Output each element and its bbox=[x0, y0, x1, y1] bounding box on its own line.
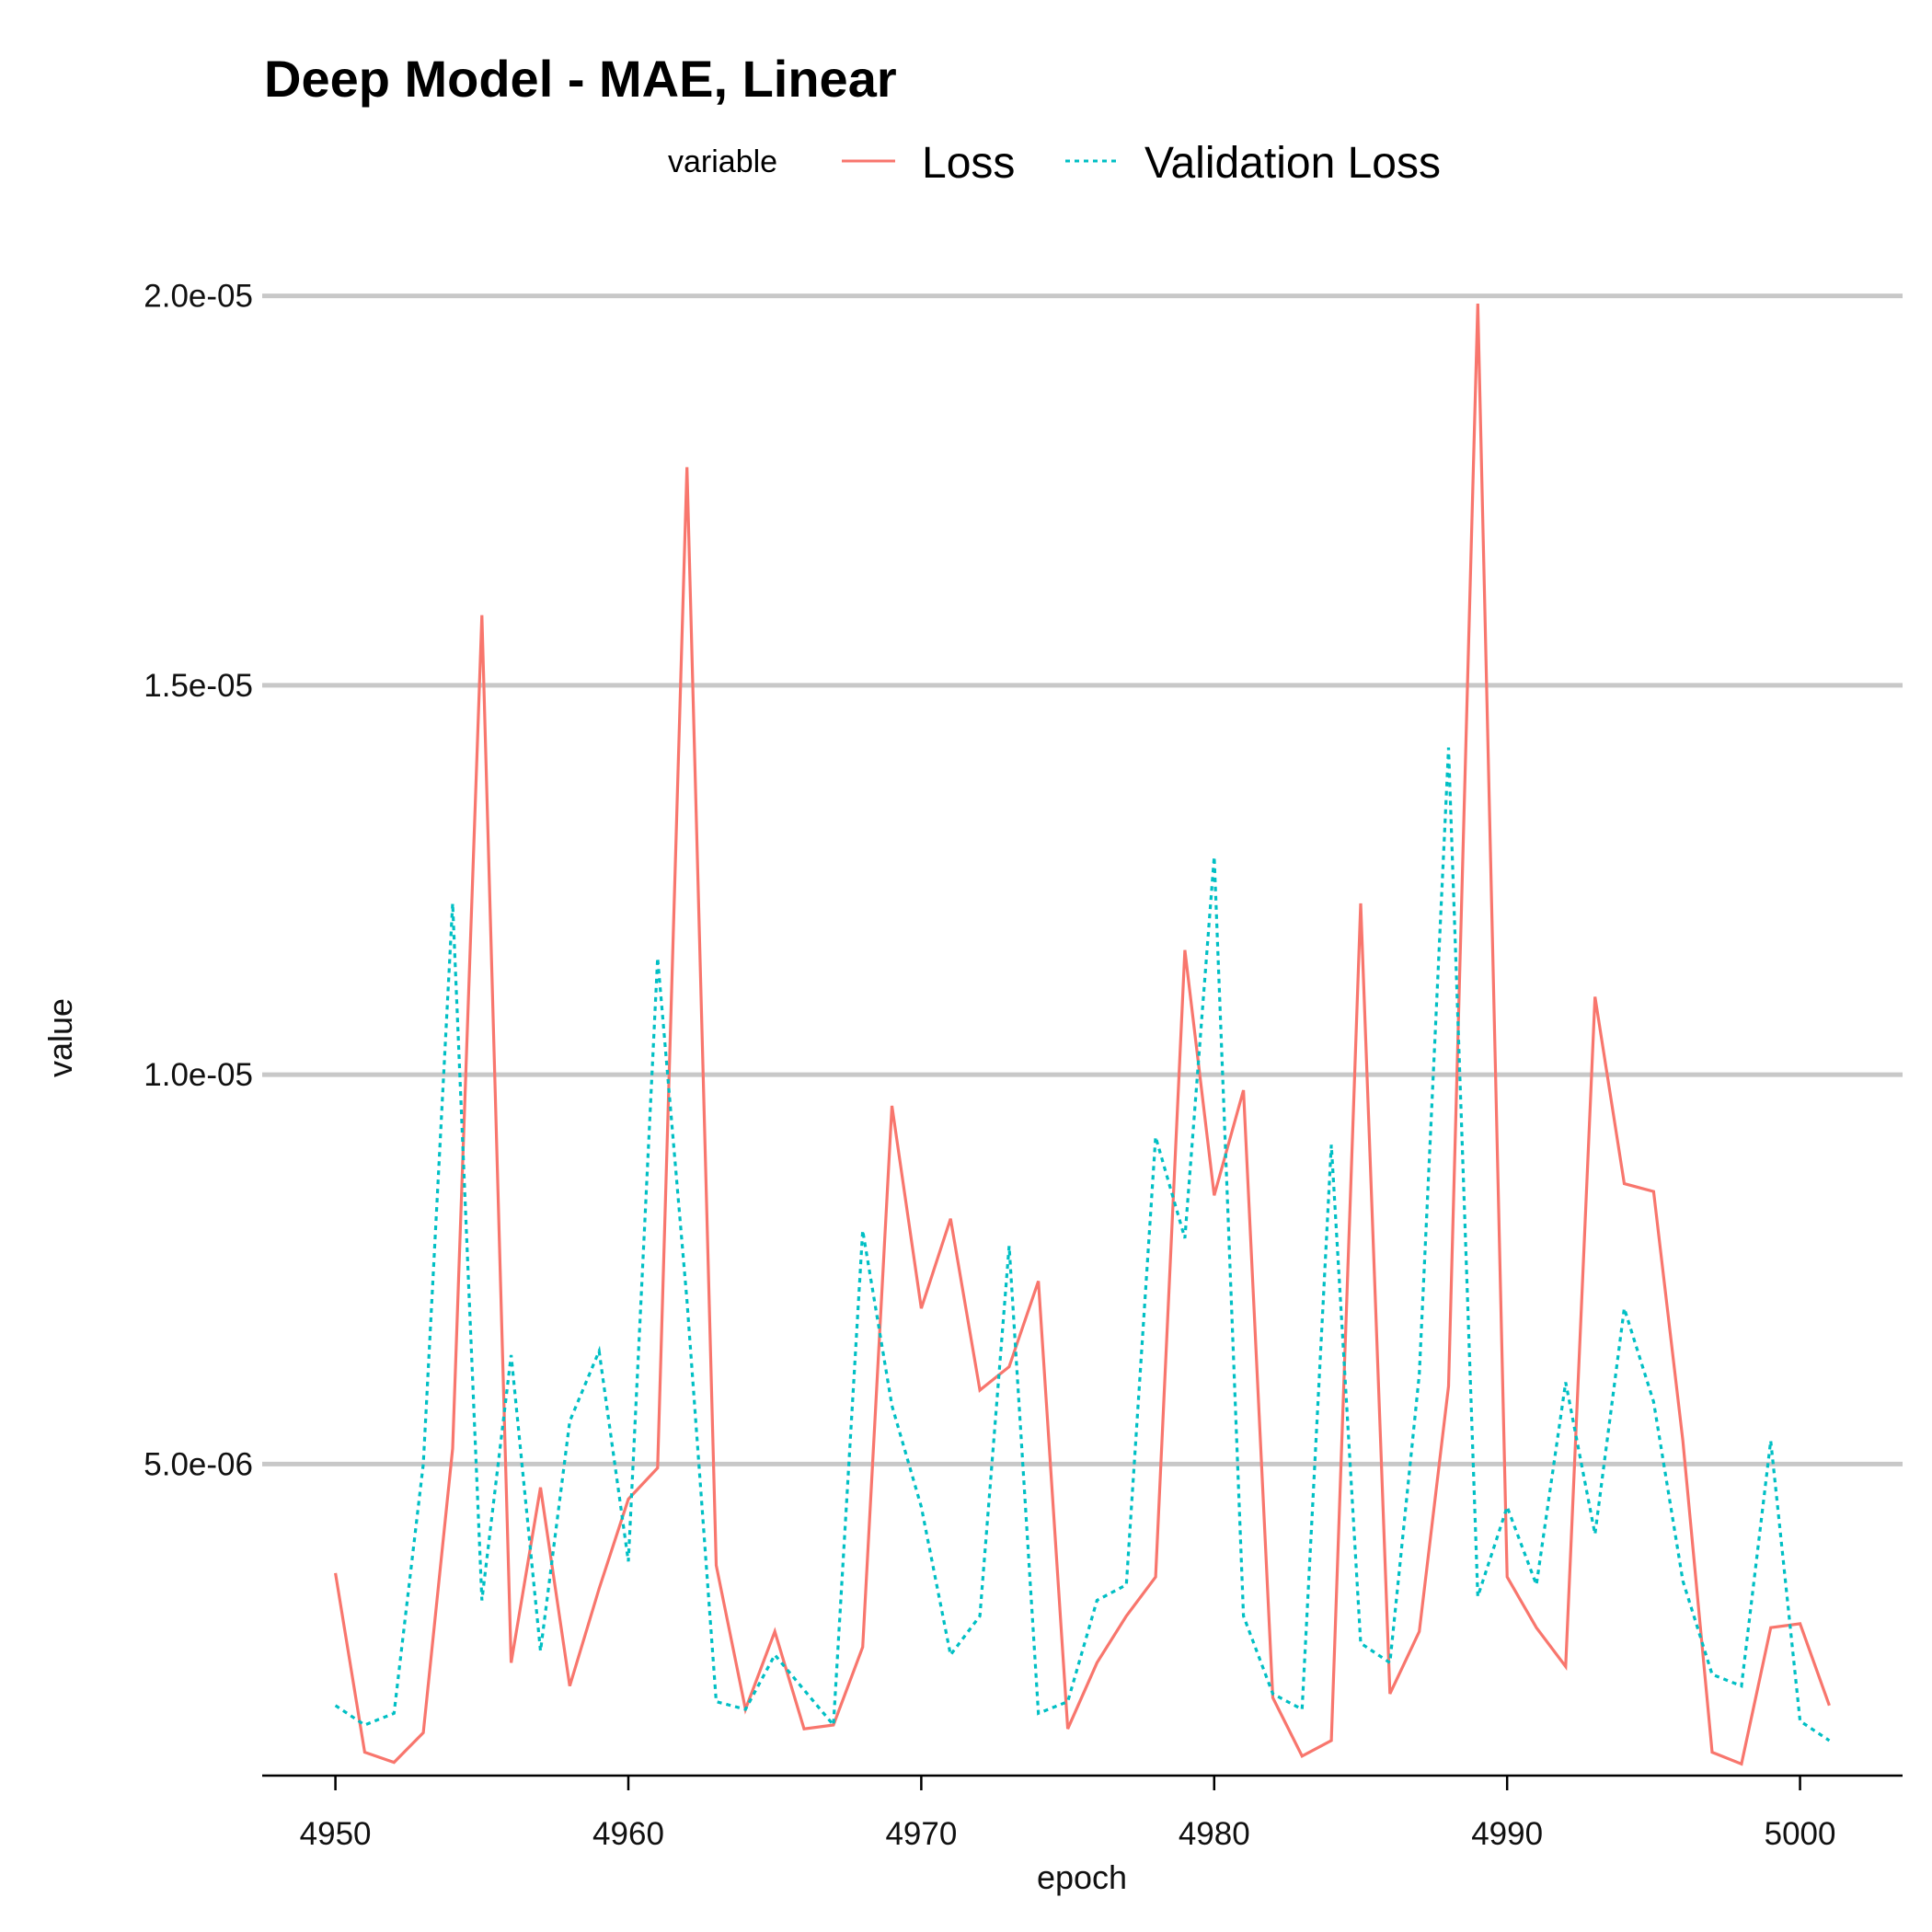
legend: variable Loss Validation Loss bbox=[668, 139, 1441, 188]
y-axis: 5.0e-06 1.0e-05 1.5e-05 2.0e-05 bbox=[144, 279, 253, 1483]
y-axis-label: value bbox=[41, 998, 79, 1077]
grid bbox=[262, 293, 1903, 1466]
y-tick-label: 1.0e-05 bbox=[144, 1057, 253, 1093]
y-tick-label: 2.0e-05 bbox=[144, 279, 253, 315]
legend-title: variable bbox=[668, 144, 777, 179]
x-tick-label: 4960 bbox=[592, 1816, 664, 1852]
plot-area bbox=[334, 303, 1831, 1766]
y-tick-label: 1.5e-05 bbox=[144, 668, 253, 704]
y-tick-label: 5.0e-06 bbox=[144, 1446, 253, 1482]
legend-label-loss: Loss bbox=[922, 139, 1015, 188]
x-axis: 4950 4960 4970 4980 4990 5000 bbox=[300, 1776, 1836, 1852]
x-tick-label: 4990 bbox=[1471, 1816, 1543, 1852]
series-line-loss bbox=[334, 303, 1831, 1766]
x-tick-label: 4970 bbox=[885, 1816, 957, 1852]
x-tick-label: 5000 bbox=[1765, 1816, 1836, 1852]
chart-title: Deep Model - MAE, Linear bbox=[264, 50, 897, 108]
legend-label-validation-loss: Validation Loss bbox=[1144, 139, 1441, 188]
x-tick-label: 4950 bbox=[300, 1816, 372, 1852]
series-line-validation-loss bbox=[334, 747, 1831, 1742]
x-axis-label: epoch bbox=[1037, 1858, 1127, 1896]
x-tick-label: 4980 bbox=[1179, 1816, 1250, 1852]
